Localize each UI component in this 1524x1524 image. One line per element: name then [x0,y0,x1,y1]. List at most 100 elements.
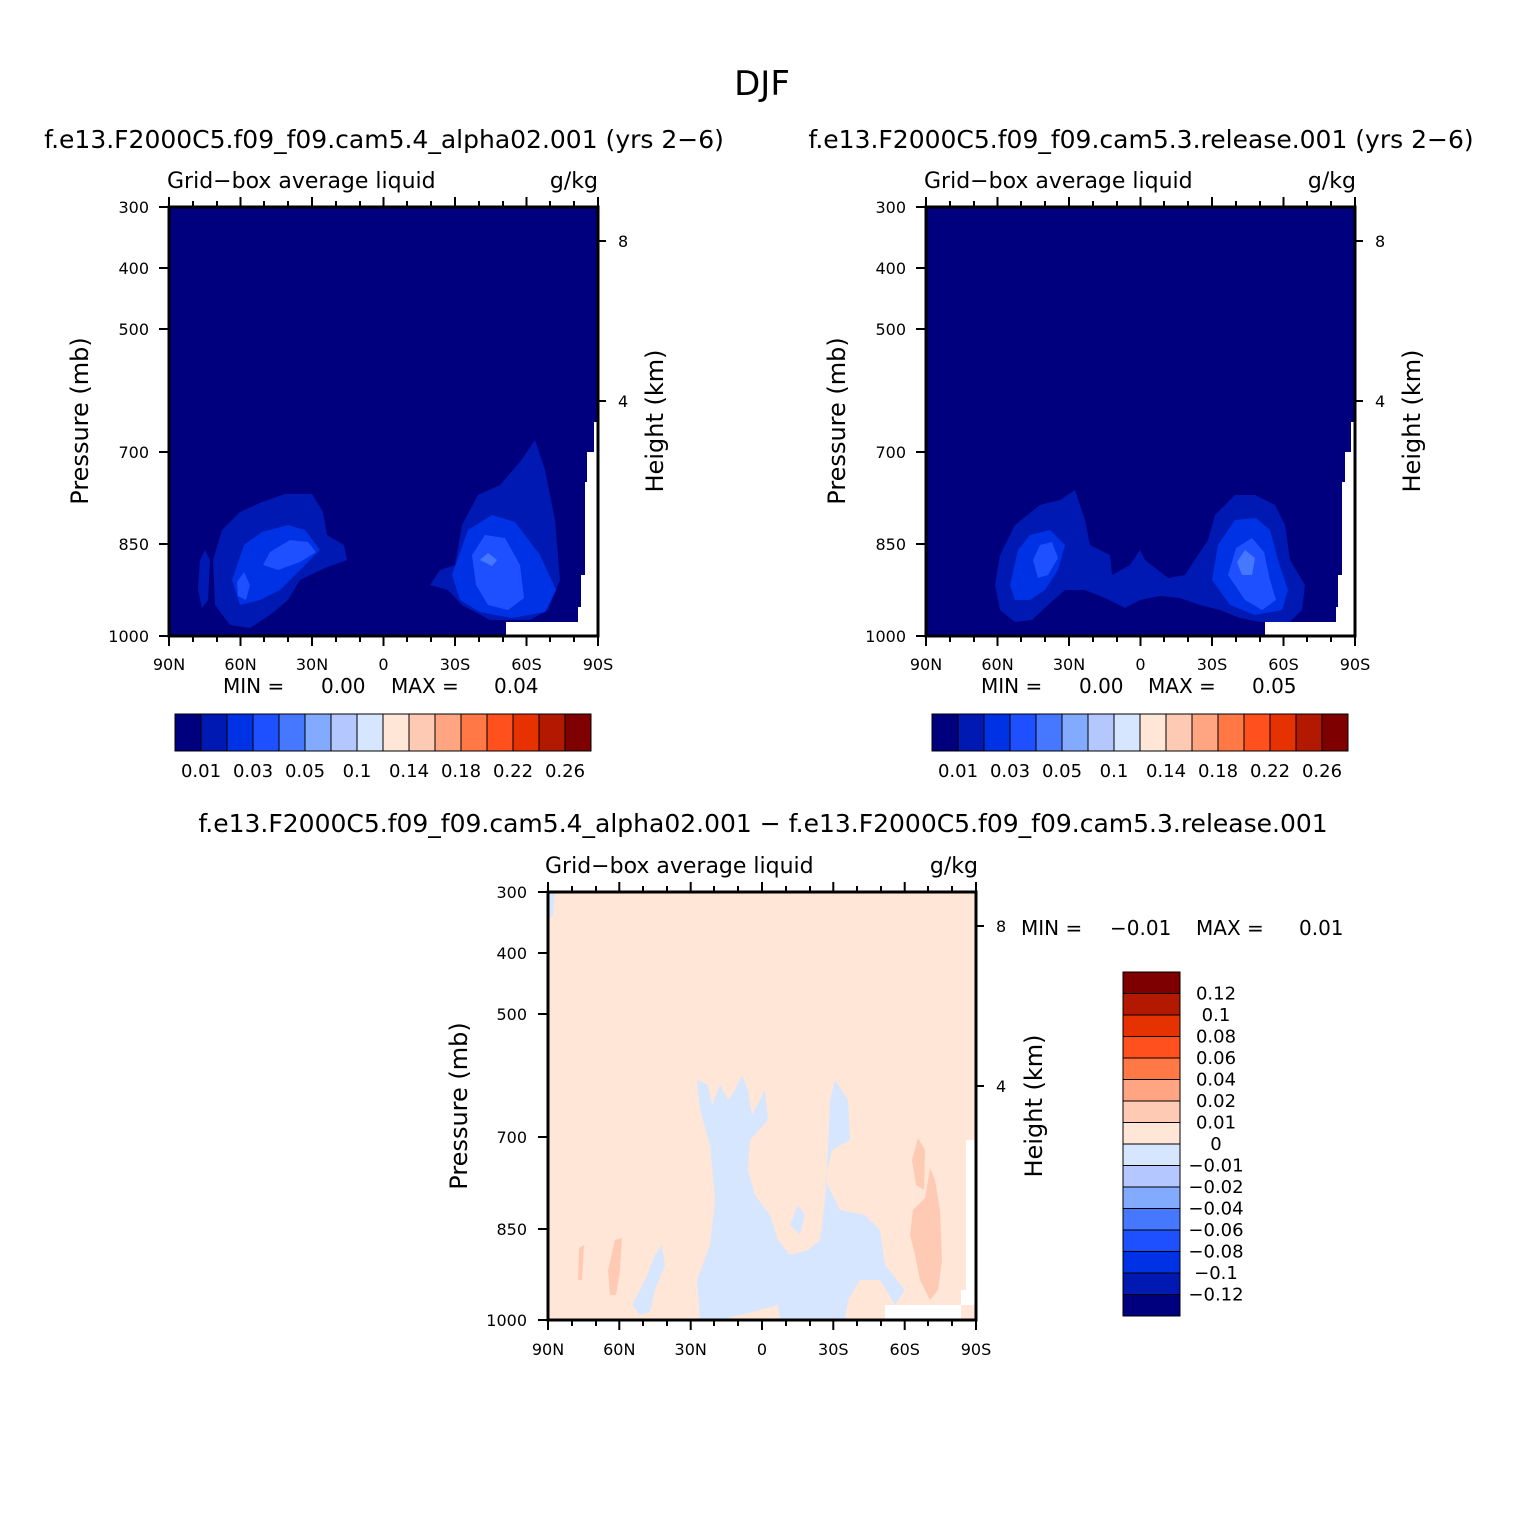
diff-colorbar-label: 0.04 [1196,1070,1236,1091]
diff-colorbar-label: −0.02 [1188,1177,1243,1198]
xtick-30n: 30N [675,1340,707,1359]
colorbar-box-14 [1295,713,1323,752]
test-missing-edge [578,422,598,622]
control-missing-region [1265,622,1355,636]
height-tick-8: 8 [996,917,1006,936]
panel-diff-max-value: 0.01 [1299,916,1344,940]
panel-diff-xticks: 90N 60N 30N 0 30S 60S 90S [532,1340,991,1359]
panel-diff-max-label: MAX = [1196,916,1264,940]
colorbar-label: 0.03 [990,761,1030,782]
ytick-400: 400 [118,259,149,278]
colorbar-box-0 [931,713,959,752]
xtick-90s: 90S [961,1340,992,1359]
colorbar-box-0 [174,713,202,752]
colorbar-label: 0.26 [1302,761,1342,782]
diff-positive-a [608,1238,622,1295]
diff-colorbar-box-7 [1122,1122,1181,1145]
ytick-1000: 1000 [865,627,906,646]
ytick-500: 500 [496,1005,527,1024]
diff-colorbar-box-3 [1122,1036,1181,1059]
diff-colorbar-box-13 [1122,1251,1181,1274]
xtick-90s: 90S [1340,655,1371,674]
diff-colorbar-label: 0.01 [1196,1113,1236,1134]
control-missing-edge [1336,422,1355,622]
colorbar-box-5 [1061,713,1089,752]
panel-control-field [924,205,1357,638]
xtick-60n: 60N [224,655,256,674]
colorbar-label: 0.18 [1198,761,1238,782]
panel-diff-ylabel: Pressure (mb) [445,1022,473,1189]
colorbar-label: 0.14 [1146,761,1186,782]
height-tick-4: 4 [1375,392,1385,411]
figure-title: DJF [734,64,790,104]
colorbar-box-4 [278,713,306,752]
diff-colorbar-box-15 [1122,1294,1181,1317]
colorbar-box-11 [1217,713,1245,752]
diff-colorbar-box-9 [1122,1165,1181,1188]
diff-colorbar-label: 0.12 [1196,984,1236,1005]
panel-diff-min-label: MIN = [1021,916,1082,940]
panel-test-field [167,205,600,638]
panel-control-yticks: 300 400 500 700 850 1000 [865,198,906,646]
diff-colorbar-label: 0.06 [1196,1048,1236,1069]
diff-negative-b [697,1075,905,1320]
panel-diff-variable-label: Grid−box average liquid [545,854,814,879]
colorbar-box-10 [434,713,462,752]
diff-colorbar-box-11 [1122,1208,1181,1231]
panel-test-ylabel-right: Height (km) [641,350,669,493]
diff-colorbar-label: −0.01 [1188,1156,1243,1177]
panel-control-ylabel-right: Height (km) [1398,350,1426,493]
xtick-60n: 60N [981,655,1013,674]
colorbar-box-15 [564,713,592,752]
panel-diff: f.e13.F2000C5.f09_f09.cam5.4_alpha02.001… [198,809,1343,1359]
panel-test-colorbar: 0.01 0.03 0.05 0.1 0.14 0.18 0.22 0.26 [174,713,592,782]
xtick-30s: 30S [818,1340,849,1359]
diff-colorbar-box-14 [1122,1272,1181,1295]
ytick-300: 300 [496,883,527,902]
xtick-60n: 60N [603,1340,635,1359]
panel-test-max-label: MAX = [391,674,459,698]
colorbar-label: 0.1 [343,761,372,782]
panel-diff-ticks [538,882,984,1330]
xtick-90s: 90S [583,655,614,674]
test-contour-0.03-b [237,572,250,600]
panel-diff-colorbar: 0.120.10.080.060.040.020.010−0.01−0.02−0… [1122,971,1244,1317]
diff-positive-d [910,1168,942,1300]
ytick-400: 400 [875,259,906,278]
panel-control-max-label: MAX = [1148,674,1216,698]
panel-test-min-value: 0.00 [321,674,366,698]
panel-test-ylabel: Pressure (mb) [66,337,94,504]
diff-colorbar-box-6 [1122,1100,1181,1123]
panel-test-yticks: 300 400 500 700 850 1000 [108,198,149,646]
panel-control-ticks [916,197,1363,646]
panel-diff-units: g/kg [930,854,978,879]
xtick-0: 0 [378,655,388,674]
diff-colorbar-box-8 [1122,1143,1181,1166]
diff-missing-edge [961,1140,976,1305]
ytick-850: 850 [875,535,906,554]
ytick-700: 700 [875,443,906,462]
colorbar-box-7 [1113,713,1141,752]
xtick-90n: 90N [153,655,185,674]
colorbar-box-12 [486,713,514,752]
panel-test-variable-label: Grid−box average liquid [167,169,436,194]
xtick-60s: 60S [889,1340,920,1359]
colorbar-label: 0.22 [1250,761,1290,782]
colorbar-label: 0.03 [233,761,273,782]
panel-control-ylabel: Pressure (mb) [823,337,851,504]
test-contour-0.01-a [198,550,210,608]
colorbar-box-8 [1139,713,1167,752]
xtick-30s: 30S [1197,655,1228,674]
ytick-1000: 1000 [486,1311,527,1330]
colorbar-label: 0.01 [938,761,978,782]
panel-diff-min-value: −0.01 [1110,916,1171,940]
test-missing-region [506,622,598,636]
diff-colorbar-label: −0.1 [1194,1263,1238,1284]
colorbar-box-1 [200,713,228,752]
panel-diff-run-title: f.e13.F2000C5.f09_f09.cam5.4_alpha02.001… [198,809,1327,838]
colorbar-box-8 [382,713,410,752]
panel-control-xticks: 90N 60N 30N 0 30S 60S 90S [910,655,1370,674]
panel-test-min-label: MIN = [223,674,284,698]
ytick-300: 300 [875,198,906,217]
diff-colorbar-label: −0.04 [1188,1199,1243,1220]
